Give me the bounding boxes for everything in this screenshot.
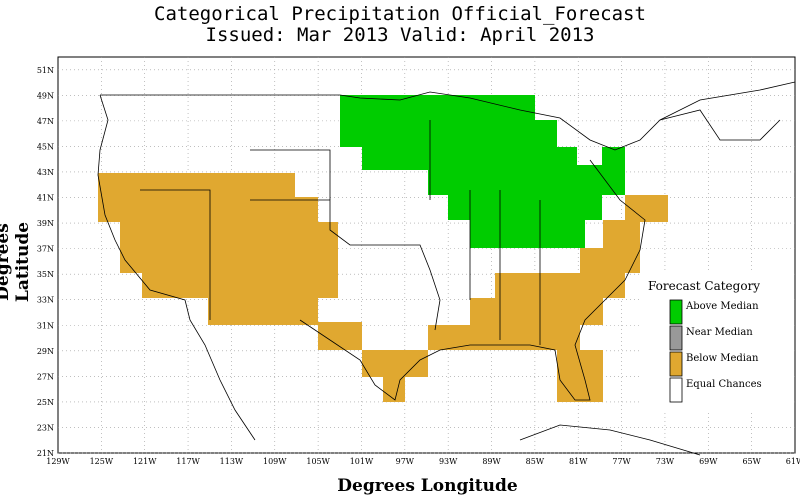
y-tick-label: 47N <box>37 117 54 126</box>
above-median-region <box>340 95 625 248</box>
y-tick-label: 41N <box>37 194 54 203</box>
x-tick-label: 101W <box>350 457 374 466</box>
legend-label: Above Median <box>685 301 759 312</box>
coastline-outlines <box>97 81 796 456</box>
chart-subtitle: Issued: Mar 2013 Valid: April 2013 <box>205 24 595 46</box>
y-tick-label: 21N <box>37 449 54 458</box>
y-axis-ticks: 21N 23N 25N 27N 29N 31N 33N 35N 37N 39N 41N 43N 45N 4… <box>37 66 54 458</box>
legend-swatch <box>669 299 683 325</box>
y-tick-label: 37N <box>37 245 54 254</box>
x-axis-ticks: 129W 125W 121W 117W 113W 109W 105W 101W 97W 93W 89… <box>46 457 800 466</box>
chart-title: Categorical Precipitation Official_Forec… <box>154 3 646 25</box>
x-tick-label: 117W <box>176 457 200 466</box>
x-tick-label: 81W <box>569 457 588 466</box>
x-tick-label: 125W <box>90 457 114 466</box>
y-tick-label: 23N <box>37 423 54 432</box>
legend-swatch <box>669 325 683 351</box>
legend-title: Forecast Category <box>648 279 760 293</box>
x-tick-label: 97W <box>396 457 415 466</box>
x-tick-label: 85W <box>526 457 545 466</box>
y-tick-label: 45N <box>37 142 54 151</box>
x-tick-label: 69W <box>699 457 718 466</box>
y-tick-label: 39N <box>37 219 54 228</box>
x-tick-label: 113W <box>220 457 244 466</box>
x-tick-label: 109W <box>263 457 287 466</box>
y-tick-label: 49N <box>37 91 54 100</box>
legend-label: Near Median <box>686 327 753 338</box>
y-tick-label: 35N <box>37 270 54 279</box>
x-axis-label: Degrees Longitude <box>337 476 518 496</box>
x-tick-label: 65W <box>742 457 761 466</box>
y-tick-label: 43N <box>37 168 54 177</box>
x-tick-label: 77W <box>612 457 631 466</box>
x-tick-label: 73W <box>656 457 675 466</box>
y-tick-label: 31N <box>37 321 54 330</box>
x-tick-label: 129W <box>46 457 70 466</box>
x-tick-label: 89W <box>482 457 501 466</box>
y-tick-label: 51N <box>37 66 54 75</box>
legend-label: Below Median <box>686 353 759 364</box>
x-tick-label: 93W <box>439 457 458 466</box>
legend-label: Equal Chances <box>686 379 762 390</box>
x-tick-label: 121W <box>133 457 157 466</box>
legend-swatch <box>669 351 683 377</box>
y-axis-label: Degrees Latitude <box>0 221 33 303</box>
x-tick-label: 105W <box>306 457 330 466</box>
x-tick-label: 61W <box>786 457 800 466</box>
y-tick-label: 27N <box>37 372 54 381</box>
legend: Forecast Category Above Median Near Media… <box>640 270 792 410</box>
y-tick-label: 25N <box>37 398 54 407</box>
y-tick-label: 33N <box>37 296 54 305</box>
y-tick-label: 29N <box>37 347 54 356</box>
legend-swatch <box>669 377 683 403</box>
